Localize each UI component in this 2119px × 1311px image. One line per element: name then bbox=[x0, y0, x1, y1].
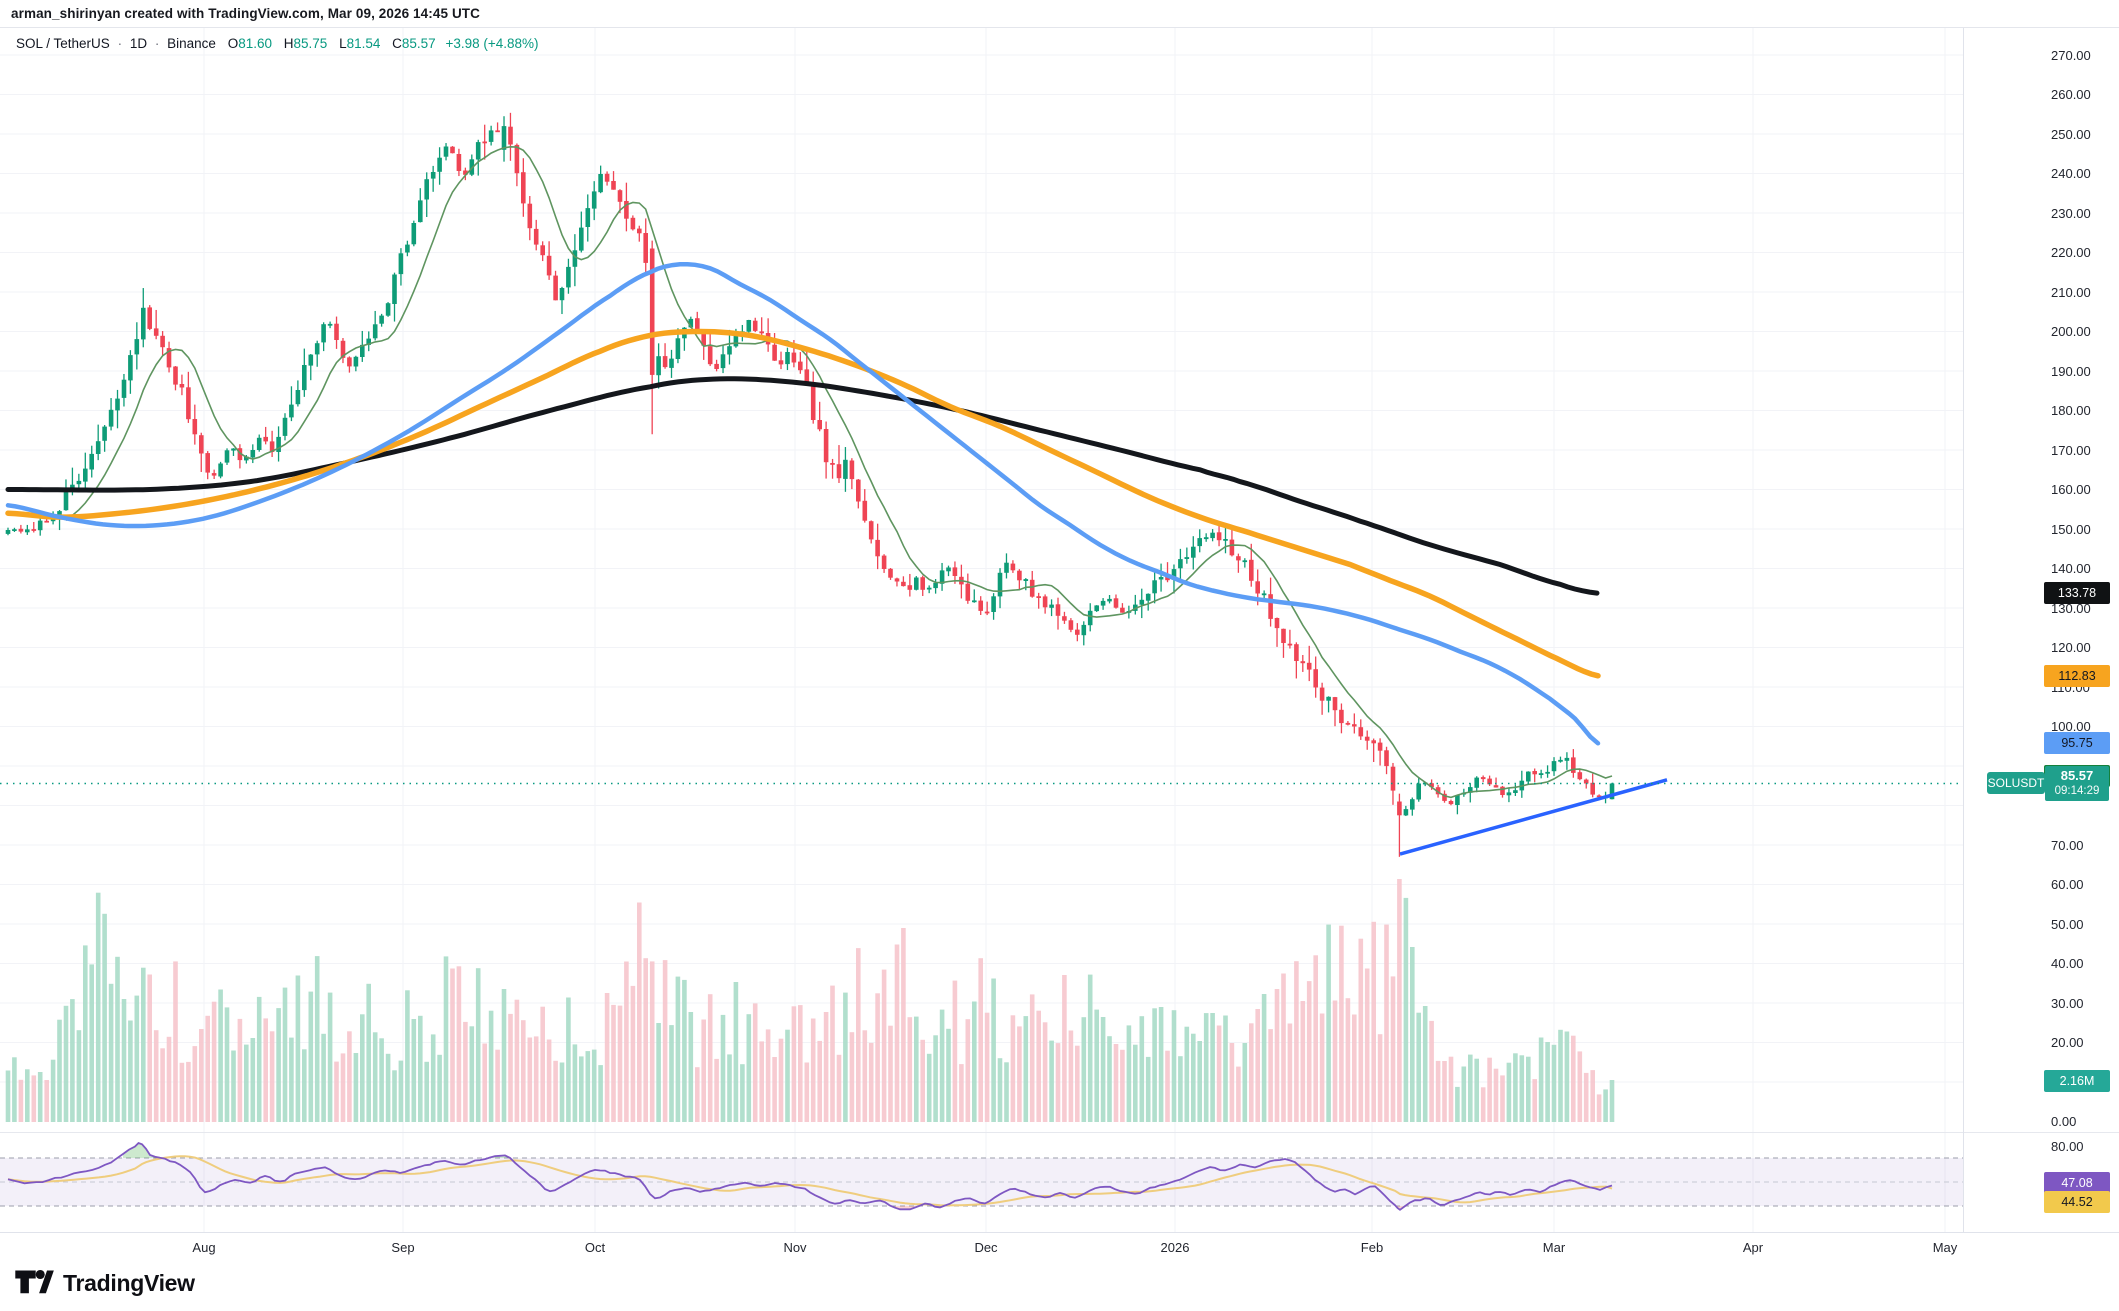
moving-averages bbox=[5, 145, 1613, 799]
tradingview-logo[interactable]: TradingView bbox=[14, 1266, 195, 1300]
export-header: arman_shirinyan created with TradingView… bbox=[0, 0, 2119, 28]
low-value: 81.54 bbox=[346, 36, 381, 51]
separator-dot: · bbox=[154, 36, 160, 51]
price-tick-label: 170.00 bbox=[2051, 443, 2091, 458]
time-tick-label: Mar bbox=[1542, 1240, 1566, 1255]
high-value: 85.75 bbox=[293, 36, 328, 51]
time-tick-label: Sep bbox=[391, 1240, 415, 1255]
time-axis[interactable]: Aug Sep Oct Nov Dec 2026 Feb Mar Apr May bbox=[0, 1232, 2119, 1263]
ma-price-badge: 112.83 bbox=[2044, 665, 2110, 687]
price-tick-label: 0.00 bbox=[2051, 1114, 2077, 1129]
price-tick-label: 50.00 bbox=[2051, 917, 2084, 932]
low-label: L bbox=[339, 36, 347, 51]
ma-price-badge: 133.78 bbox=[2044, 582, 2110, 604]
close-value: 85.57 bbox=[401, 36, 436, 51]
price-tick-label: 60.00 bbox=[2051, 877, 2084, 892]
ma-price-badge: 95.75 bbox=[2044, 732, 2110, 754]
time-tick-label: Apr bbox=[1742, 1240, 1764, 1255]
support-trendline[interactable] bbox=[1399, 778, 1668, 856]
price-tick-label: 140.00 bbox=[2051, 561, 2091, 576]
price-tick-label: 70.00 bbox=[2051, 838, 2084, 853]
price-tick-label: 180.00 bbox=[2051, 403, 2091, 418]
last-price-badge-group: SOLUSDT 85.57 09:14:29 bbox=[1964, 766, 2119, 802]
last-price-value: 85.57 bbox=[2060, 768, 2094, 783]
bar-countdown: 09:14:29 bbox=[2054, 785, 2100, 797]
price-tick-label: 130.00 bbox=[2051, 601, 2091, 616]
high-label: H bbox=[283, 36, 294, 51]
price-tick-label: 270.00 bbox=[2051, 48, 2091, 63]
price-tick-label: 40.00 bbox=[2051, 956, 2084, 971]
symbol-exchange: Binance bbox=[167, 36, 216, 51]
rsi-value-badge: 44.52 bbox=[2044, 1191, 2110, 1213]
price-tick-label: 30.00 bbox=[2051, 996, 2084, 1011]
symbol-interval[interactable]: 1D bbox=[129, 36, 148, 51]
price-tick-label: 190.00 bbox=[2051, 364, 2091, 379]
symbol-name[interactable]: SOL / TetherUS bbox=[16, 36, 110, 51]
price-tick-label: 250.00 bbox=[2051, 127, 2091, 142]
price-tick-label: 120.00 bbox=[2051, 640, 2091, 655]
price-tick-label: 100.00 bbox=[2051, 719, 2091, 734]
time-tick-label: Aug bbox=[192, 1240, 216, 1255]
candlesticks bbox=[5, 112, 1615, 857]
volume-value-badge: 2.16M bbox=[2044, 1070, 2110, 1092]
tradingview-logo-text: TradingView bbox=[63, 1269, 195, 1296]
tradingview-logo-icon bbox=[15, 1269, 54, 1294]
close-label: C bbox=[392, 36, 402, 51]
open-label: O bbox=[227, 36, 239, 51]
price-tick-label: 20.00 bbox=[2051, 1035, 2084, 1050]
pane-separator[interactable] bbox=[0, 1132, 2119, 1133]
price-tick-label: 150.00 bbox=[2051, 522, 2091, 537]
last-price-badge: 85.57 09:14:29 bbox=[2045, 766, 2109, 801]
price-tick-label: 260.00 bbox=[2051, 87, 2091, 102]
price-tick-label: 230.00 bbox=[2051, 206, 2091, 221]
time-tick-label: Dec bbox=[974, 1240, 998, 1255]
time-tick-label: 2026 bbox=[1160, 1240, 1190, 1255]
credit-line: arman_shirinyan created with TradingView… bbox=[11, 6, 480, 21]
rsi-value-badge: 47.08 bbox=[2044, 1172, 2110, 1194]
rsi-pane bbox=[0, 1141, 1963, 1211]
symbol-legend[interactable]: SOL / TetherUS · 1D · Binance O81.60 H85… bbox=[16, 36, 539, 51]
change-value: +3.98 (+4.88%) bbox=[445, 36, 539, 51]
price-tick-label: 240.00 bbox=[2051, 166, 2091, 181]
price-axis[interactable]: 270.00 260.00 250.00 240.00 230.00 220.00 210.… bbox=[1963, 28, 2119, 1232]
time-tick-label: Oct bbox=[584, 1240, 606, 1255]
separator-dot: · bbox=[117, 36, 123, 51]
price-tick-label: 210.00 bbox=[2051, 285, 2091, 300]
price-tick-label: 200.00 bbox=[2051, 324, 2091, 339]
time-tick-label: Nov bbox=[783, 1240, 807, 1255]
open-value: 81.60 bbox=[238, 36, 272, 51]
time-tick-label: Feb bbox=[1360, 1240, 1384, 1255]
price-tick-label: 220.00 bbox=[2051, 245, 2091, 260]
symbol-tag-badge: SOLUSDT bbox=[1987, 772, 2045, 794]
price-tick-label: 160.00 bbox=[2051, 482, 2091, 497]
time-tick-label: May bbox=[1932, 1240, 1958, 1255]
volume-bars bbox=[5, 879, 1615, 1122]
rsi-tick-label: 80.00 bbox=[2051, 1139, 2084, 1154]
